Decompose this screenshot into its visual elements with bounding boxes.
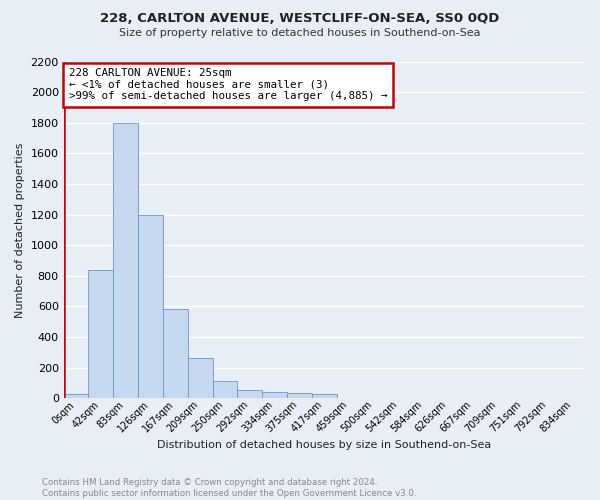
- Text: Contains HM Land Registry data © Crown copyright and database right 2024.
Contai: Contains HM Land Registry data © Crown c…: [42, 478, 416, 498]
- Y-axis label: Number of detached properties: Number of detached properties: [15, 142, 25, 318]
- Text: Size of property relative to detached houses in Southend-on-Sea: Size of property relative to detached ho…: [119, 28, 481, 38]
- X-axis label: Distribution of detached houses by size in Southend-on-Sea: Distribution of detached houses by size …: [157, 440, 491, 450]
- Bar: [262, 392, 287, 398]
- Bar: [188, 358, 212, 398]
- Bar: [64, 394, 88, 398]
- Bar: [88, 270, 113, 398]
- Bar: [238, 390, 262, 398]
- Text: 228, CARLTON AVENUE, WESTCLIFF-ON-SEA, SS0 0QD: 228, CARLTON AVENUE, WESTCLIFF-ON-SEA, S…: [100, 12, 500, 26]
- Bar: [212, 380, 238, 398]
- Bar: [113, 122, 138, 398]
- Bar: [163, 310, 188, 398]
- Text: 228 CARLTON AVENUE: 25sqm
← <1% of detached houses are smaller (3)
>99% of semi-: 228 CARLTON AVENUE: 25sqm ← <1% of detac…: [69, 68, 388, 102]
- Bar: [312, 394, 337, 398]
- Bar: [287, 393, 312, 398]
- Bar: [138, 214, 163, 398]
